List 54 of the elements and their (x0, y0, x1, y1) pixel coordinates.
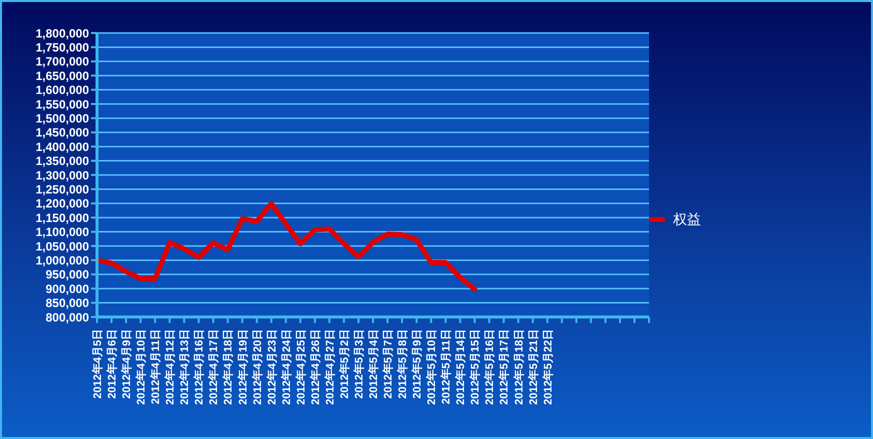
y-tick-label: 1,750,000 (36, 40, 90, 54)
x-tick-label: 2012年5月18日 (512, 329, 526, 405)
y-tick-label: 1,350,000 (36, 154, 90, 168)
x-tick-label: 2012年4月17日 (207, 329, 220, 405)
x-tick-label: 2012年5月21日 (526, 329, 540, 405)
y-tick-label: 1,450,000 (36, 126, 90, 140)
y-tick-label: 1,650,000 (36, 68, 90, 83)
y-tick-label: 1,100,000 (36, 225, 90, 240)
x-tick-label: 2012年4月24日 (280, 329, 293, 405)
y-tick-label: 1,200,000 (36, 196, 90, 211)
x-tick-label: 2012年4月16日 (192, 329, 206, 405)
x-tick-label: 2012年5月22日 (541, 329, 554, 405)
x-tick-label: 2012年4月12日 (164, 329, 177, 405)
y-tick-label: 1,050,000 (36, 239, 90, 254)
y-tick-label: 1,000,000 (36, 253, 90, 268)
x-tick-label: 2012年5月4日 (367, 329, 380, 399)
x-tick-label: 2012年5月17日 (498, 329, 511, 405)
x-tick-label: 2012年4月25日 (294, 329, 308, 405)
x-tick-label: 2012年4月11日 (149, 329, 162, 404)
x-tick-label: 2012年5月3日 (352, 329, 366, 399)
y-tick-label: 1,300,000 (36, 168, 90, 182)
y-tick-label: 850,000 (46, 296, 90, 310)
x-tick-label: 2012年4月9日 (120, 329, 134, 399)
x-tick-label: 2012年5月16日 (483, 329, 496, 405)
y-tick-label: 1,700,000 (36, 54, 90, 69)
y-tick-label: 1,800,000 (36, 26, 90, 40)
x-tick-label: 2012年4月26日 (308, 329, 322, 405)
y-tick-label: 1,400,000 (36, 140, 90, 154)
legend-label: 权益 (673, 210, 701, 228)
x-tick-label: 2012年4月18日 (222, 329, 235, 405)
y-tick-label: 1,500,000 (36, 111, 90, 126)
x-tick-label: 2012年4月10日 (134, 329, 148, 405)
x-tick-label: 2012年5月2日 (338, 329, 351, 399)
x-tick-label: 2012年5月9日 (410, 329, 424, 399)
y-tick-label: 800,000 (46, 310, 90, 324)
x-tick-label: 2012年4月5日 (91, 329, 104, 399)
x-tick-label: 2012年4月23日 (265, 329, 278, 405)
x-tick-label: 2012年5月10日 (425, 329, 438, 405)
x-tick-label: 2012年4月19日 (236, 329, 250, 405)
x-tick-label: 2012年5月15日 (468, 329, 482, 405)
x-tick-label: 2012年5月11日 (440, 329, 453, 404)
x-tick-label: 2012年4月27日 (323, 329, 336, 405)
y-tick-label: 1,150,000 (36, 210, 90, 225)
x-tick-label: 2012年5月8日 (396, 329, 410, 399)
y-tick-label: 1,550,000 (36, 97, 90, 112)
y-tick-label: 900,000 (46, 282, 90, 296)
x-tick-label: 2012年4月20日 (250, 329, 264, 405)
y-tick-label: 950,000 (46, 268, 90, 282)
x-tick-label: 2012年4月13日 (178, 329, 192, 405)
y-tick-label: 1,250,000 (36, 182, 90, 196)
x-tick-label: 2012年5月7日 (382, 329, 395, 399)
x-tick-label: 2012年5月14日 (454, 329, 468, 405)
y-tick-label: 1,600,000 (36, 83, 90, 98)
x-tick-label: 2012年4月6日 (106, 329, 119, 399)
